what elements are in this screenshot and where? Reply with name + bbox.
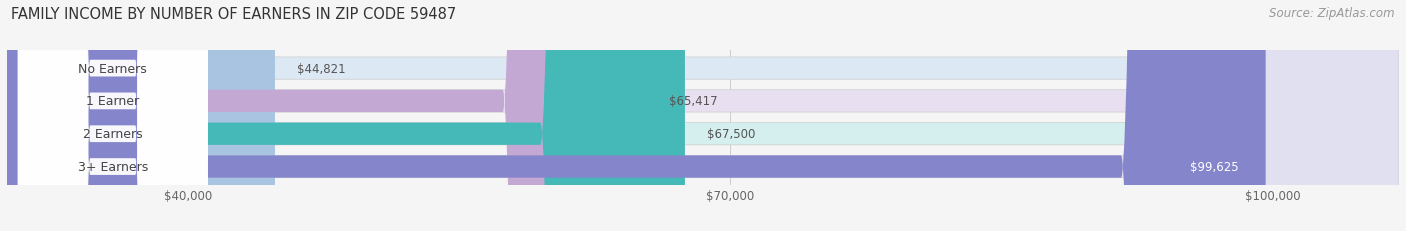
Text: $67,500: $67,500 bbox=[707, 128, 755, 141]
Text: 3+ Earners: 3+ Earners bbox=[77, 160, 148, 173]
FancyBboxPatch shape bbox=[7, 0, 685, 231]
FancyBboxPatch shape bbox=[7, 0, 647, 231]
Text: 1 Earner: 1 Earner bbox=[86, 95, 139, 108]
FancyBboxPatch shape bbox=[7, 0, 1399, 231]
Text: $65,417: $65,417 bbox=[669, 95, 717, 108]
Text: FAMILY INCOME BY NUMBER OF EARNERS IN ZIP CODE 59487: FAMILY INCOME BY NUMBER OF EARNERS IN ZI… bbox=[11, 7, 457, 22]
FancyBboxPatch shape bbox=[18, 0, 208, 231]
Text: Source: ZipAtlas.com: Source: ZipAtlas.com bbox=[1270, 7, 1395, 20]
Text: $99,625: $99,625 bbox=[1189, 160, 1239, 173]
Text: No Earners: No Earners bbox=[79, 62, 148, 75]
FancyBboxPatch shape bbox=[7, 0, 1399, 231]
FancyBboxPatch shape bbox=[7, 0, 1399, 231]
Text: 2 Earners: 2 Earners bbox=[83, 128, 142, 141]
FancyBboxPatch shape bbox=[18, 0, 208, 231]
FancyBboxPatch shape bbox=[18, 0, 208, 231]
Text: $44,821: $44,821 bbox=[297, 62, 346, 75]
FancyBboxPatch shape bbox=[18, 0, 208, 231]
FancyBboxPatch shape bbox=[7, 0, 1265, 231]
FancyBboxPatch shape bbox=[7, 0, 276, 231]
FancyBboxPatch shape bbox=[7, 0, 1399, 231]
